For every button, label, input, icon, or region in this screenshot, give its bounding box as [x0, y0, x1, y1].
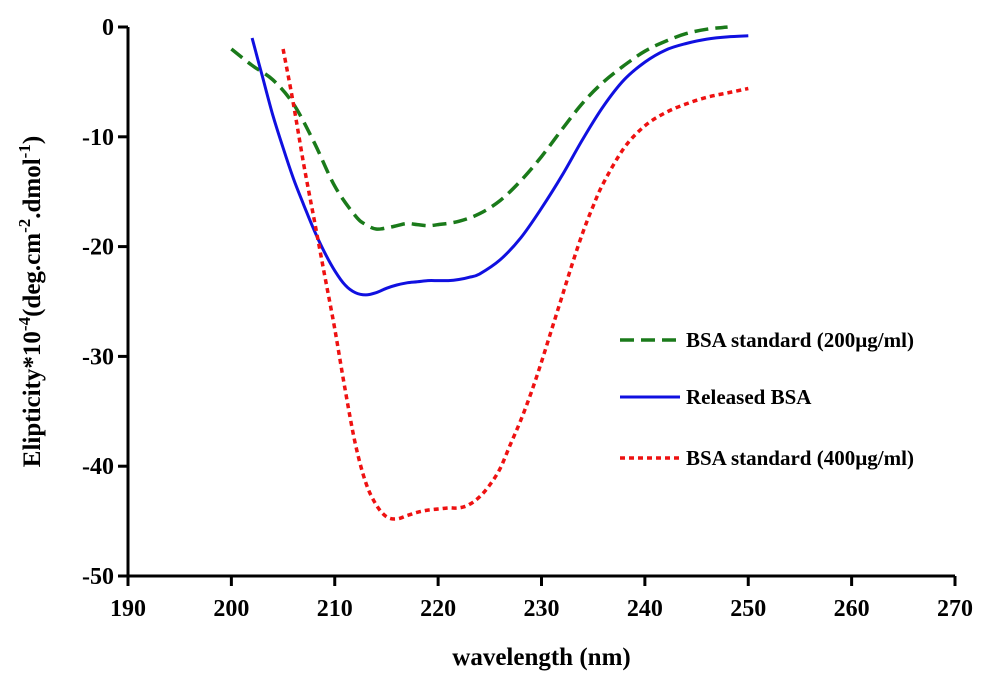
y-tick-label: -20 [82, 235, 114, 261]
series-line-1 [230, 25, 728, 231]
legend-label-2: Released BSA [686, 385, 812, 409]
x-tick-label: 270 [937, 596, 973, 622]
series-line-2 [250, 34, 749, 297]
x-tick-label: 250 [730, 596, 766, 622]
y-axis-title: Elipticity*10-4(deg.cm-2.dmol-1) [15, 136, 46, 467]
axes: 0 -10 -20 -30 -40 -50 190 200 210 220 230 240 250 260… [82, 15, 973, 622]
series-line-3 [281, 48, 749, 521]
y-tick-label: -50 [82, 564, 114, 590]
y-tick-label: -10 [82, 125, 114, 151]
x-tick-label: 190 [110, 596, 146, 622]
x-tick-label: 220 [420, 596, 456, 622]
y-tick-label: -40 [82, 454, 114, 480]
x-tick-label: 210 [317, 596, 353, 622]
legend-label-3: BSA standard (400µg/ml) [686, 446, 914, 470]
y-tick-label: 0 [102, 15, 114, 41]
x-tick-label: 230 [524, 596, 560, 622]
x-axis-title: wavelength (nm) [452, 644, 630, 671]
y-tick-label: -30 [82, 344, 114, 370]
series-layer [230, 25, 749, 521]
x-tick-label: 200 [213, 596, 249, 622]
x-tick-label: 260 [834, 596, 870, 622]
legend: BSA standard (200µg/ml) Released BSA BSA s… [620, 328, 914, 470]
legend-label-1: BSA standard (200µg/ml) [686, 328, 914, 352]
x-tick-label: 240 [627, 596, 663, 622]
